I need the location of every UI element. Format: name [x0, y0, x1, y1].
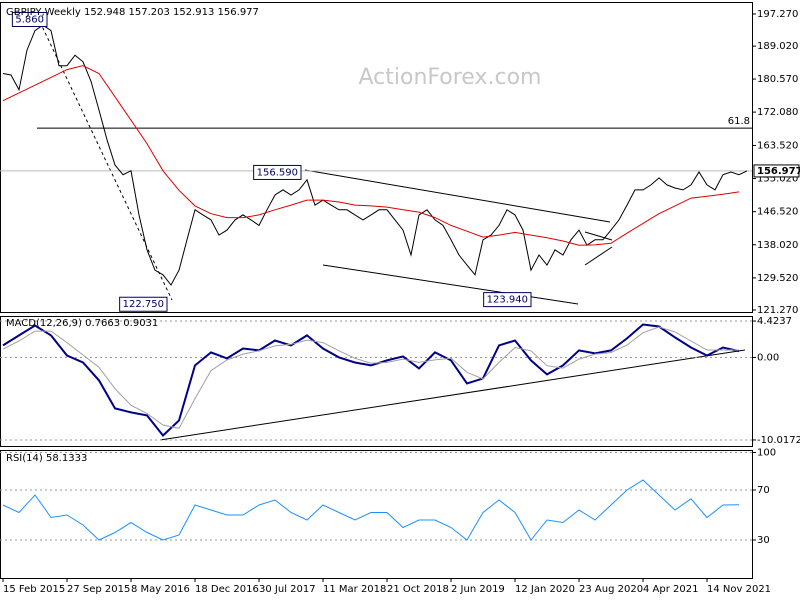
x-tick-label: 4 Apr 2021 — [643, 584, 698, 595]
series-line — [2, 479, 740, 541]
y-tick-label: 180.570 — [757, 74, 798, 85]
trendline — [322, 264, 579, 305]
annotation-box — [119, 296, 168, 312]
y-tick-label: 197.270 — [757, 9, 798, 20]
y-tick-label: 4.4237 — [757, 316, 792, 327]
plot-layer: 197.270 189.020 180.570 172.080 163.520 155.0… — [0, 9, 800, 595]
price-label: 156.977 — [757, 166, 800, 177]
x-tick-label: 21 Oct 2018 — [387, 584, 449, 595]
y-tick-label: 163.520 — [757, 140, 798, 151]
y-tick-label: 155.020 — [757, 174, 798, 185]
x-tick-label: 15 Feb 2015 — [3, 584, 65, 595]
price-title: GBPJPY,Weekly 152.948 157.203 152.913 15… — [6, 7, 259, 18]
y-tick-label: 100 — [757, 448, 776, 459]
x-tick-label: 12 Jan 2020 — [515, 584, 575, 595]
x-tick-label: 18 Dec 2016 — [195, 584, 259, 595]
annotation-label: 5.860 — [15, 14, 44, 25]
y-tick-label: 172.080 — [757, 107, 798, 118]
y-tick-label: 138.020 — [757, 240, 798, 251]
series-line — [2, 65, 740, 246]
x-tick-label: 30 Jul 2017 — [259, 584, 316, 595]
y-tick-label: 121.270 — [757, 305, 798, 316]
annotation-label: 156.590 — [257, 167, 298, 178]
x-tick-label: 8 May 2016 — [131, 584, 190, 595]
x-tick-label: 11 Mar 2018 — [323, 584, 386, 595]
rsi-panel — [0, 450, 753, 579]
x-tick-label: 23 Aug 2020 — [579, 584, 643, 595]
y-tick-label: 189.020 — [757, 41, 798, 52]
annotation-box — [483, 292, 532, 308]
x-tick-label: 2 Jun 2019 — [451, 584, 505, 595]
trendline — [584, 231, 613, 241]
annotation-label: 123.940 — [487, 295, 528, 306]
series-line — [2, 323, 740, 437]
annotation-box — [253, 164, 302, 180]
y-tick-label: 129.520 — [757, 273, 798, 284]
macd-title: MACD(12,26,9) 0.7663 0.9031 — [6, 318, 158, 329]
annotation-label: 122.750 — [123, 299, 164, 310]
price-box — [753, 164, 800, 178]
watermark: ActionForex.com — [359, 65, 542, 90]
x-tick-label: 14 Nov 2021 — [707, 584, 771, 595]
price-panel — [0, 2, 753, 313]
macd-panel — [0, 316, 753, 447]
trendline — [159, 349, 746, 441]
trendline — [304, 169, 611, 223]
series-line — [2, 24, 748, 286]
level-label: 61.8 — [728, 116, 750, 127]
y-tick-label: -10.0172 — [757, 435, 800, 446]
series-line — [2, 326, 739, 429]
x-tick-label: 27 Sep 2015 — [67, 584, 130, 595]
y-tick-label: 70 — [757, 485, 770, 496]
y-tick-label: 146.520 — [757, 207, 798, 218]
annotation-box — [11, 11, 48, 27]
y-tick-label: 30 — [757, 535, 770, 546]
trendline — [584, 246, 613, 266]
rsi-title: RSI(14) 58.1333 — [6, 453, 87, 464]
y-tick-label: 0.00 — [757, 352, 779, 363]
